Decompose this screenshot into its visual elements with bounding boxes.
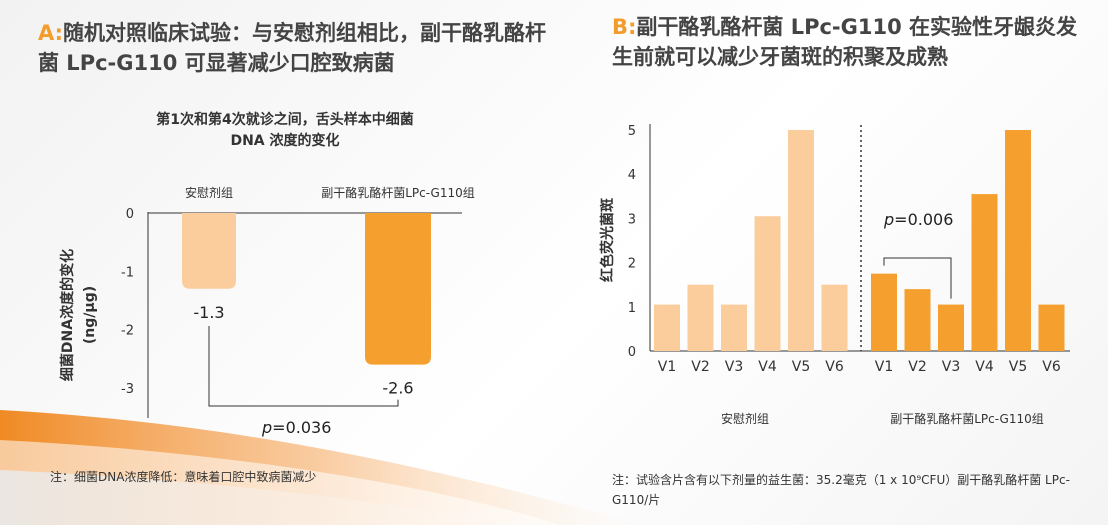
panel-b-tag: B: [612,15,637,39]
chart-b-ytick-label: 1 [628,301,636,316]
panel-b-note: 注：试验含片含有以下剂量的益生菌：35.2毫克（1 x 10⁹CFU）副干酪乳酪… [612,473,1070,507]
chart-b-bar [1038,304,1065,351]
chart-b-bar [788,130,814,351]
panel-b-title-text: 副干酪乳酪杆菌 LPc-G110 在实验性牙龈炎发生前就可以减少牙菌斑的积聚及成… [612,15,1078,69]
chart-a-ytick-label: -2 [121,324,134,339]
chart-b-xtick-label: V2 [908,359,926,375]
chart-b-bar [971,194,998,351]
chart-b-significance-bracket [883,257,952,299]
chart-a-category-label: 安慰剂组 [185,185,233,200]
panel-a-note: 注：细菌DNA浓度降低：意味着口腔中致病菌减少 [50,470,317,484]
chart-b-ylabel: 红色荧光菌斑 [599,198,616,282]
chart-b-bar [654,304,680,351]
chart-b-ytick-label: 4 [628,168,636,183]
chart-a-title: 第1次和第4次就诊之间，舌头样本中细菌 DNA 浓度的变化 [156,112,414,149]
chart-b-xtick-label: V6 [1042,359,1061,375]
chart-b-group-label-placebo: 安慰剂组 [720,412,769,426]
chart-a-significance-bracket [208,326,399,407]
chart-b-bar [904,289,931,351]
chart-b-p-value: p=0.006 [883,210,953,229]
chart-b-xtick-label: V3 [942,359,960,375]
chart-a-ytick-label: 0 [126,207,134,222]
chart-b-group-label-probiotic: 副干酪乳酪杆菌LPc-G110组 [890,412,1044,426]
panel-b-title: B:副干酪乳酪杆菌 LPc-G110 在实验性牙龈炎发生前就可以减少牙菌斑的积聚… [612,12,1082,72]
chart-b-xtick-label: V6 [825,359,844,375]
chart-b-xtick-label: V4 [975,359,994,375]
chart-b-bar [871,273,897,351]
chart-b-bar [721,304,747,351]
panel-a-title: A:随机对照临床试验：与安慰剂组相比，副干酪乳酪杆菌 LPc-G110 可显著减… [38,18,558,78]
chart-b-ytick-label: 3 [628,212,636,227]
chart-a-value-label: -1.3 [193,303,224,322]
chart-a-bar [365,213,431,365]
chart-b-xtick-label: V4 [758,359,777,375]
panel-a-title-text: 随机对照临床试验：与安慰剂组相比，副干酪乳酪杆菌 LPc-G110 可显著减少口… [38,21,547,75]
chart-b-ytick-label: 5 [628,124,636,139]
chart-a-ytick-label: -1 [121,265,134,280]
panel-a-tag: A: [38,21,64,45]
chart-a-yunit: (ng/µg) [82,286,98,344]
chart-b-xtick-label: V2 [691,359,709,375]
chart-b-xtick-label: V1 [875,359,893,375]
chart-b-xtick-label: V5 [792,359,810,375]
chart-a-category-label: 副干酪乳酪杆菌LPc-G110组 [321,185,475,200]
chart-b-bar [938,304,964,351]
chart-a-p-value: p=0.036 [261,418,331,437]
chart-b-bar [821,284,848,351]
chart-b-bar [754,216,781,351]
chart-b-ytick-label: 0 [628,345,636,360]
chart-a-bar [182,213,236,289]
chart-a-ylabel: 细菌DNA浓度的变化 [59,249,76,381]
chart-b-bar [1005,130,1031,351]
chart-b-xtick-label: V5 [1009,359,1027,375]
chart-b-bar [687,284,714,351]
chart-a-ytick-label: -3 [121,382,134,397]
chart-b-xtick-label: V1 [658,359,676,375]
chart-b-ytick-label: 2 [628,257,636,272]
chart-a-value-label: -2.6 [382,379,413,398]
chart-b-xtick-label: V3 [725,359,743,375]
